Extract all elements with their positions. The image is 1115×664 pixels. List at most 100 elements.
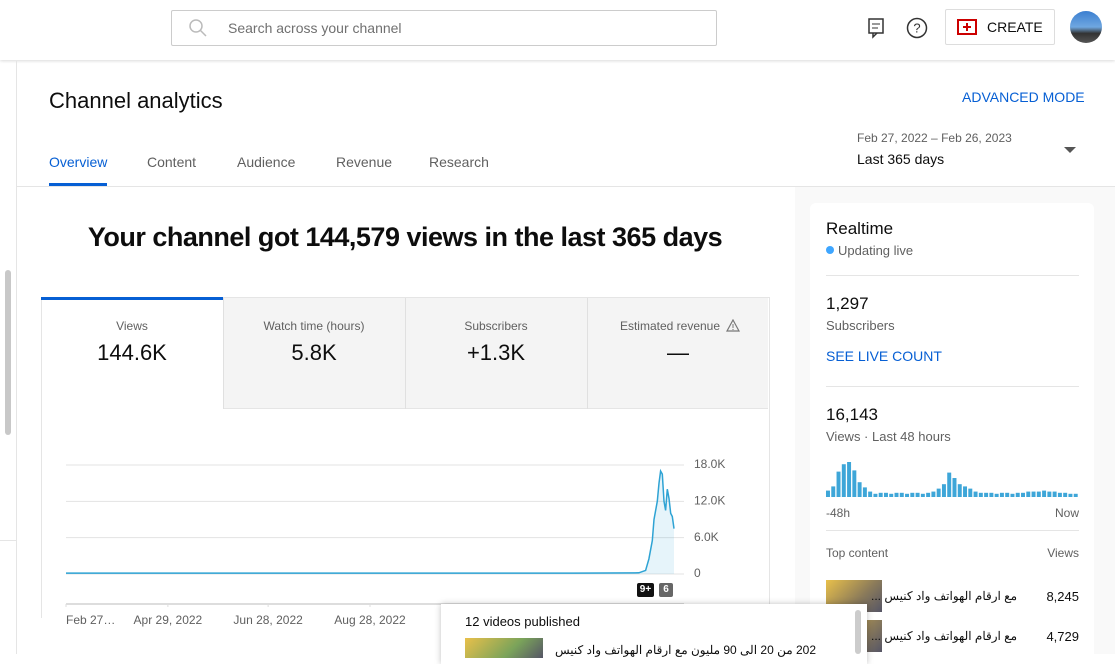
bar bbox=[857, 482, 862, 497]
dropdown-icon[interactable] bbox=[1063, 146, 1077, 154]
bar bbox=[1052, 491, 1057, 497]
divider bbox=[826, 386, 1079, 387]
bar bbox=[952, 478, 957, 497]
search-icon bbox=[189, 19, 207, 37]
bar bbox=[910, 492, 915, 497]
metric-selected bbox=[41, 297, 223, 300]
bar bbox=[862, 487, 867, 497]
bar bbox=[978, 492, 983, 497]
help-icon[interactable]: ? bbox=[905, 16, 929, 40]
sidebar bbox=[0, 61, 17, 654]
bar bbox=[1021, 492, 1025, 497]
bar bbox=[999, 492, 1004, 497]
create-label[interactable]: CREATE bbox=[987, 19, 1043, 35]
create-icon bbox=[957, 19, 977, 35]
search-placeholder: Search across your channel bbox=[228, 20, 402, 36]
metric-tab[interactable] bbox=[224, 298, 768, 409]
annotation[interactable]: 6 bbox=[659, 583, 673, 597]
popup-item[interactable]: 202 من 20 الى 90 مليون مع ارقام الهواتف … bbox=[555, 643, 817, 657]
page-title: Channel analytics bbox=[49, 88, 223, 113]
bar bbox=[894, 492, 899, 497]
create-button[interactable] bbox=[945, 9, 1055, 45]
headline: Your channel got 144,579 views in the la… bbox=[87, 222, 723, 252]
metric-label[interactable]: Subscribers bbox=[464, 319, 528, 333]
bar bbox=[1057, 492, 1062, 497]
content-views: 4,729 bbox=[1046, 629, 1079, 644]
top-content-title: Top content bbox=[826, 546, 889, 560]
divider bbox=[826, 530, 1079, 531]
bar bbox=[1005, 492, 1010, 497]
divider bbox=[0, 540, 16, 541]
bar bbox=[1068, 493, 1073, 497]
bar bbox=[899, 492, 904, 497]
feedback-icon[interactable] bbox=[867, 17, 887, 39]
advanced-mode[interactable]: ADVANCED MODE bbox=[962, 89, 1085, 105]
metrics-box bbox=[41, 297, 770, 618]
bar bbox=[957, 484, 962, 497]
subscriber-count: 1,297 bbox=[826, 294, 869, 313]
bar bbox=[1036, 491, 1041, 497]
view-label: Views · Last 48 hours bbox=[826, 429, 951, 444]
bar bbox=[1047, 491, 1052, 497]
scrollbar[interactable] bbox=[5, 270, 11, 435]
bar bbox=[883, 492, 888, 497]
metric-divider bbox=[405, 298, 406, 409]
bar bbox=[841, 464, 846, 497]
line-area bbox=[66, 471, 674, 574]
bar bbox=[831, 486, 836, 497]
bar bbox=[868, 491, 873, 497]
avatar[interactable] bbox=[1070, 11, 1102, 43]
svg-text:?: ? bbox=[913, 20, 920, 35]
line bbox=[66, 468, 675, 574]
x-tick-label: Jun 28, 2022 bbox=[233, 613, 303, 627]
metric-divider bbox=[587, 298, 588, 409]
x-tick-label: Now bbox=[1055, 506, 1079, 520]
bar bbox=[1063, 492, 1068, 497]
content-title[interactable]: مع ارقام الهواتف واد كنيس ... bbox=[871, 629, 1017, 643]
bar bbox=[905, 493, 910, 497]
metric-value: — bbox=[667, 340, 689, 365]
warning-icon[interactable] bbox=[726, 319, 740, 332]
content-views: 8,245 bbox=[1046, 589, 1079, 604]
bar bbox=[1010, 493, 1015, 497]
popup-thumbnail[interactable] bbox=[465, 638, 543, 658]
bar bbox=[1015, 492, 1020, 497]
tab[interactable]: Overview bbox=[49, 154, 108, 170]
content-title[interactable]: مع ارقام الهواتف واد كنيس ... bbox=[871, 589, 1017, 603]
y-tick-label: 18.0K bbox=[694, 457, 725, 471]
views-header: Views bbox=[1047, 546, 1079, 560]
bar bbox=[947, 472, 952, 497]
popup-title: 12 videos published bbox=[465, 614, 580, 629]
metric-divider bbox=[223, 298, 224, 409]
popup-scrollbar[interactable] bbox=[855, 610, 861, 654]
metric-label[interactable]: Views bbox=[116, 319, 148, 333]
realtime-title: Realtime bbox=[826, 219, 894, 238]
bar bbox=[852, 470, 857, 497]
y-tick-label: 6.0K bbox=[694, 530, 719, 544]
metric-value: 5.8K bbox=[291, 340, 337, 365]
metric-label[interactable]: Watch time (hours) bbox=[263, 319, 365, 333]
x-tick-label: Aug 28, 2022 bbox=[334, 613, 406, 627]
search-box[interactable] bbox=[171, 10, 717, 46]
tab[interactable]: Audience bbox=[237, 154, 296, 170]
bar bbox=[889, 493, 894, 497]
realtime-status: Updating live bbox=[838, 243, 914, 258]
bar bbox=[973, 491, 978, 497]
period[interactable]: Last 365 days bbox=[857, 151, 945, 167]
see-live-count[interactable]: SEE LIVE COUNT bbox=[826, 348, 942, 364]
bar bbox=[936, 488, 941, 497]
x-tick-label: -48h bbox=[826, 506, 850, 520]
tab[interactable]: Research bbox=[429, 154, 489, 170]
bar bbox=[1073, 493, 1078, 497]
metric-label[interactable]: Estimated revenue bbox=[619, 319, 721, 333]
tab[interactable]: Content bbox=[147, 154, 197, 170]
annotation[interactable]: 9+ bbox=[637, 583, 654, 597]
metric-value: +1.3K bbox=[466, 340, 526, 365]
bar bbox=[994, 493, 999, 497]
tab[interactable]: Revenue bbox=[336, 154, 393, 170]
bar bbox=[989, 492, 994, 497]
date-range[interactable]: Feb 27, 2022 – Feb 26, 2023 bbox=[857, 131, 1012, 145]
divider bbox=[16, 186, 1115, 187]
